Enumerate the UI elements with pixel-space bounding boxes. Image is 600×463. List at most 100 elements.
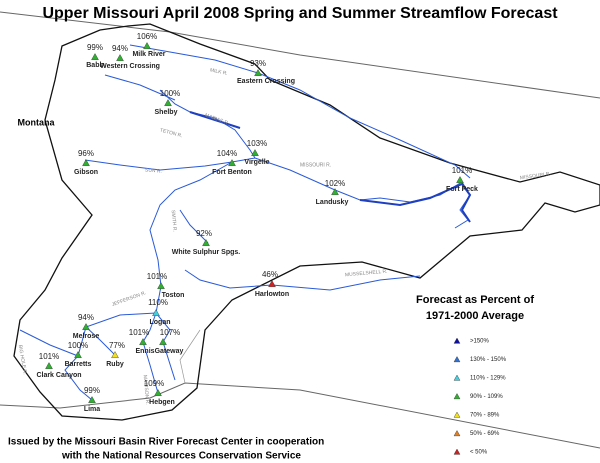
station-name: Landusky xyxy=(316,199,349,206)
station-value: 94% xyxy=(78,313,94,322)
station-value: 94% xyxy=(112,44,128,53)
legend-label: < 50% xyxy=(470,450,488,456)
station-name: Logan xyxy=(150,319,171,326)
station-name: Barretts xyxy=(65,361,92,368)
river-label: MISSOURI R. xyxy=(520,171,552,181)
station-marker xyxy=(157,282,165,289)
station-name: Fort Peck xyxy=(446,186,478,193)
station-marker xyxy=(254,69,262,77)
border xyxy=(179,329,201,384)
legend-marker xyxy=(453,430,461,437)
station-name: Hebgen xyxy=(149,399,175,406)
station-name: Lima xyxy=(84,406,100,413)
station-marker xyxy=(154,389,162,396)
river-label: MILK R. xyxy=(209,67,228,77)
station-value: 101% xyxy=(129,328,149,337)
legend-marker xyxy=(453,448,461,455)
station-value: 104% xyxy=(217,149,237,158)
station-name: Harlowton xyxy=(255,291,289,298)
station-marker xyxy=(228,159,236,167)
reservoirs xyxy=(189,111,472,223)
station-value: 110% xyxy=(148,298,168,307)
legend-label: 130% - 150% xyxy=(470,357,507,363)
river-label: MISSOURI R. xyxy=(300,162,331,168)
station-marker xyxy=(268,280,276,287)
station-marker xyxy=(74,351,82,358)
station-name: Shelby xyxy=(155,109,178,116)
station-marker xyxy=(164,99,172,107)
station-value: 99% xyxy=(84,386,100,395)
legend-label: 70% - 89% xyxy=(470,413,500,419)
legend-title: 1971-2000 Average xyxy=(426,310,524,322)
station-name: Gibson xyxy=(74,169,98,176)
title: Upper Missouri April 2008 Spring and Sum… xyxy=(42,5,558,22)
legend-label: 50% - 69% xyxy=(470,431,500,437)
river-label: MADISON R. xyxy=(142,375,151,405)
station-name: Western Crossing xyxy=(100,63,160,70)
station-name: Ennis xyxy=(135,348,154,355)
station-name: Toston xyxy=(162,292,185,299)
legend-marker xyxy=(453,374,461,381)
station-name: Clark Canyon xyxy=(36,372,81,379)
station-marker xyxy=(139,338,147,345)
station-value: 106% xyxy=(137,32,157,41)
station-name: White Sulphur Spgs. xyxy=(172,249,240,256)
station-marker xyxy=(91,53,99,60)
station-name: Melrose xyxy=(73,333,100,340)
station-value: 96% xyxy=(78,149,94,158)
station-value: 107% xyxy=(160,328,180,337)
station-value: 99% xyxy=(87,43,103,52)
station-marker xyxy=(143,42,151,49)
station-value: 101% xyxy=(147,272,167,281)
footer: with the National Resources Conservation… xyxy=(61,451,301,462)
station-marker xyxy=(251,149,259,157)
border xyxy=(0,11,600,99)
legend-label: 90% - 109% xyxy=(470,394,503,400)
river-label: SUN R. xyxy=(145,167,162,174)
station-marker xyxy=(111,351,119,358)
legend-title: Forecast as Percent of xyxy=(416,294,534,306)
station-name: Virgelle xyxy=(244,159,269,166)
station-marker xyxy=(331,188,339,196)
station-value: 109% xyxy=(144,379,164,388)
station-marker xyxy=(456,176,464,184)
station-marker xyxy=(152,309,160,316)
legend-marker xyxy=(453,411,461,418)
station-value: 100% xyxy=(160,89,180,98)
station-name: Eastern Crossing xyxy=(237,78,295,85)
station-value: 77% xyxy=(109,341,125,350)
state-label: Montana xyxy=(18,117,56,127)
station-marker xyxy=(88,396,96,403)
station-value: 103% xyxy=(247,139,267,148)
station-value: 93% xyxy=(250,59,266,68)
station-marker xyxy=(82,159,90,167)
legend-marker xyxy=(453,356,461,363)
legend-marker xyxy=(453,337,461,344)
station-name: Ruby xyxy=(106,361,124,368)
station-name: Milk River xyxy=(132,51,165,58)
station-marker xyxy=(82,323,90,330)
station-marker xyxy=(202,239,210,247)
station-value: 101% xyxy=(452,166,472,175)
station-marker xyxy=(45,362,53,369)
border xyxy=(0,382,600,449)
legend-marker xyxy=(453,393,461,400)
station-name: Fort Benton xyxy=(212,169,252,176)
station-marker xyxy=(116,54,124,61)
station-value: 100% xyxy=(68,341,88,350)
station-value: 46% xyxy=(262,270,278,279)
station-name: Gateway xyxy=(155,348,184,355)
legend-label: 110% - 129% xyxy=(470,376,506,382)
station-value: 102% xyxy=(325,179,345,188)
river-label: MUSSELSHELL R. xyxy=(345,269,388,279)
legend-label: >150% xyxy=(470,339,490,345)
river-label: SMITH R. xyxy=(170,210,178,232)
station-marker xyxy=(159,338,167,345)
footer: Issued by the Missouri Basin River Forec… xyxy=(8,437,324,448)
river-label: BIG HOLE R. xyxy=(17,345,28,376)
station-value: 101% xyxy=(39,352,59,361)
basin-outline xyxy=(13,23,600,421)
